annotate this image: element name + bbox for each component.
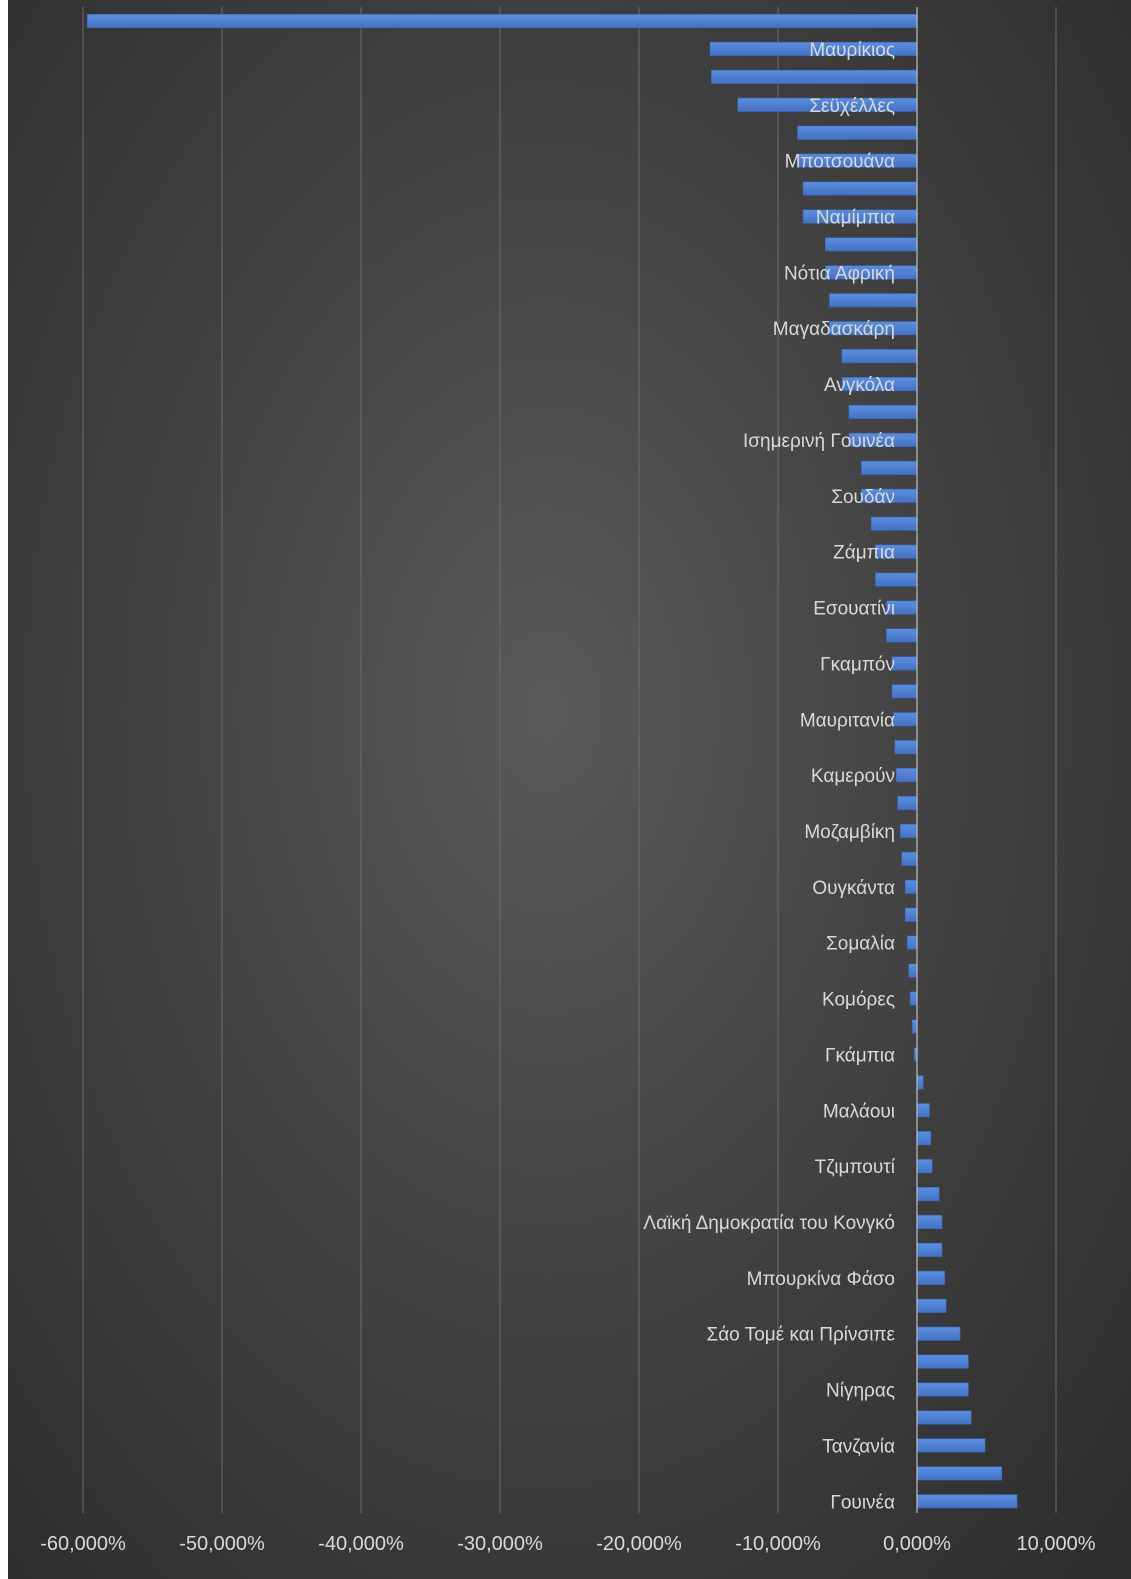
category-label: Τανζανία [822, 1436, 895, 1457]
x-tick-label: -50,000% [179, 1533, 265, 1555]
category-label: Τζιμπουτί [815, 1157, 896, 1178]
category-label: Λαϊκή Δημοκρατία του Κονγκό [643, 1213, 895, 1234]
category-label: Νότια Αφρική [784, 263, 895, 284]
x-tick-label: -20,000% [596, 1533, 682, 1555]
bar [916, 1298, 947, 1313]
bar [895, 768, 918, 783]
bar [891, 684, 918, 699]
category-label: Ναμίμπια [816, 208, 895, 229]
bar [802, 181, 918, 196]
category-label: Εσουατίνι [813, 599, 895, 620]
bars [86, 13, 1018, 1509]
category-label: Μαλάουι [823, 1101, 895, 1122]
category-label: Σεϋχέλλες [809, 96, 895, 117]
bar [893, 712, 918, 727]
category-label: Σάο Τομέ και Πρίνσιπε [706, 1325, 895, 1346]
bar [86, 13, 918, 29]
bar [861, 460, 918, 475]
category-label: Ζάμπια [833, 543, 895, 564]
category-label: Μαγαδασκάρη [773, 319, 895, 340]
bar [904, 907, 918, 922]
bar [710, 69, 918, 84]
bar [900, 823, 918, 839]
category-label: Γουινέα [830, 1492, 895, 1513]
bar [797, 125, 918, 140]
x-tick-label: -60,000% [40, 1533, 126, 1555]
bar [916, 1242, 943, 1257]
bar [848, 404, 918, 420]
x-tick-label: -30,000% [457, 1533, 543, 1555]
category-label: Νίγηρας [826, 1381, 895, 1402]
bar [916, 1187, 940, 1202]
bar [829, 293, 918, 308]
category-label: Μοζαμβίκη [804, 822, 895, 843]
category-label: Ισημερινή Γουινέα [743, 431, 895, 452]
category-label: Κομόρες [822, 990, 895, 1011]
category-label: Γκαμπόν [820, 654, 895, 675]
bar [908, 963, 918, 978]
bar [916, 1159, 933, 1174]
bar [916, 1131, 932, 1146]
category-label: Μαυρίκιος [809, 40, 895, 61]
bar [886, 628, 918, 643]
bar [894, 740, 918, 755]
category-labels: Μαυρίκιος Σεϋχέλλες Μποτσουάνα Ναμίμπια Νότι… [643, 40, 895, 1513]
bar [916, 1270, 946, 1285]
category-label: Ουγκάντα [812, 878, 895, 899]
category-label: Μπουρκίνα Φάσο [747, 1269, 895, 1290]
category-label: Καμερούν [811, 766, 895, 787]
bar [897, 795, 918, 811]
bar [909, 991, 918, 1006]
bar [916, 1494, 1018, 1509]
bar [916, 1103, 930, 1118]
bar [904, 879, 918, 894]
bar [911, 1019, 918, 1034]
bar [916, 1354, 969, 1369]
category-label: Σουδάν [831, 487, 895, 508]
category-label: Μαυριτανία [800, 710, 895, 731]
bar [916, 1410, 972, 1425]
bar [870, 516, 918, 531]
x-tick-label: 10,000% [1017, 1533, 1096, 1555]
bar [916, 1438, 986, 1453]
bar [901, 851, 918, 866]
bar [906, 935, 918, 950]
bar [916, 1214, 943, 1230]
category-label: Μποτσουάνα [785, 152, 895, 173]
x-tick-labels: -60,000% -50,000% -40,000% -30,000% -20,000%… [40, 1533, 1096, 1555]
category-label: Γκάμπια [825, 1045, 895, 1066]
x-tick-label: -10,000% [735, 1533, 821, 1555]
category-label: Σομαλία [826, 934, 895, 955]
gridlines [82, 7, 1057, 1513]
bar [824, 237, 918, 252]
bar [916, 1326, 961, 1341]
bar [891, 656, 918, 671]
x-tick-label: -40,000% [318, 1533, 404, 1555]
chart-area: Μαυρίκιος Σεϋχέλλες Μποτσουάνα Ναμίμπια Νότι… [8, 0, 1131, 1579]
category-label: Ανγκόλα [824, 375, 895, 396]
bar [874, 572, 918, 587]
bar-chart: Μαυρίκιος Σεϋχέλλες Μποτσουάνα Ναμίμπια Νότι… [40, 7, 1096, 1555]
bar [916, 1075, 924, 1090]
bar [841, 349, 918, 364]
x-tick-label: 0,000% [883, 1533, 951, 1555]
bar [916, 1382, 969, 1397]
bar [916, 1466, 1003, 1481]
